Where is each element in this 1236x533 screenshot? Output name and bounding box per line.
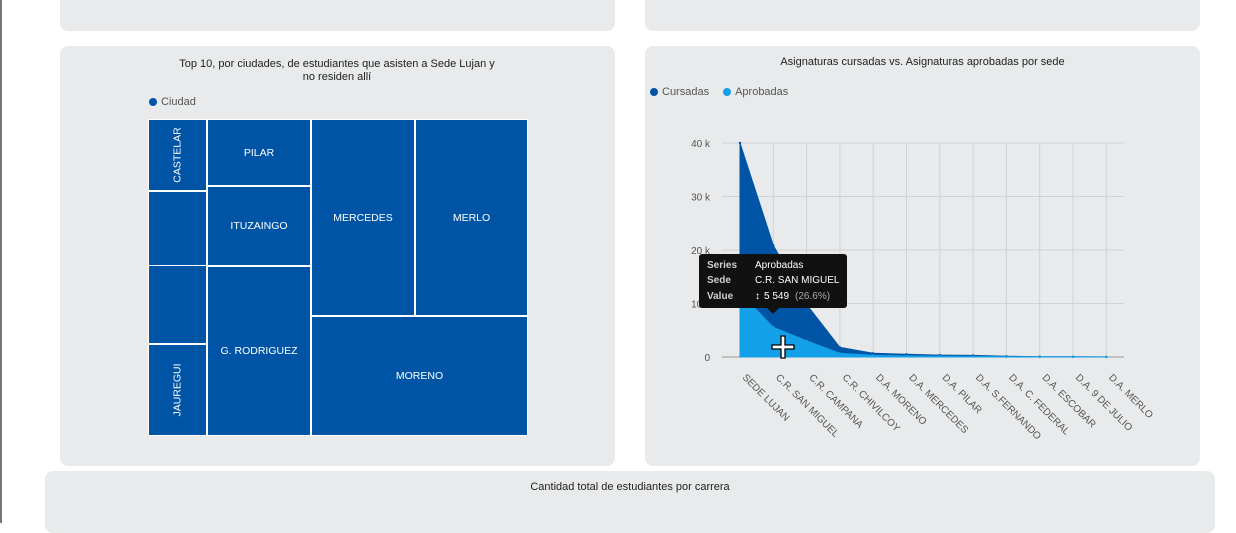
crosshair-cursor-icon: [771, 335, 795, 359]
window-edge: [0, 0, 2, 523]
treemap-cell-label: G. RODRIGUEZ: [220, 345, 298, 357]
treemap-cell-label: MERCEDES: [333, 211, 393, 224]
legend-dot-icon: [723, 88, 732, 96]
tooltip-value: 5 549: [764, 291, 790, 302]
treemap: CASTELAR JAUREGUI PILAR ITUZAINGO G. ROD…: [148, 119, 528, 436]
area-chart-title: Asignaturas cursadas vs. Asignaturas apr…: [780, 56, 1065, 68]
tooltip-pointer: [767, 308, 779, 314]
treemap-cell-label: MERLO: [452, 211, 491, 224]
bottom-panel: Cantidad total de estudiantes por carrer…: [45, 471, 1215, 533]
treemap-cell-label: MORENO: [395, 370, 444, 382]
bottom-panel-title: Cantidad total de estudiantes por carrer…: [530, 481, 730, 493]
treemap-cell[interactable]: MORENO: [312, 317, 527, 435]
treemap-cell[interactable]: MERCEDES: [312, 120, 414, 315]
legend-dot-icon: [650, 88, 658, 96]
area-legend[interactable]: Cursadas Aprobadas: [650, 86, 788, 98]
treemap-cell[interactable]: ITUZAINGO: [208, 187, 310, 265]
chart-tooltip: Series Aprobadas Sede C.R. SAN MIGUEL Va…: [699, 254, 847, 314]
tooltip-percent: (26.6%): [795, 291, 831, 302]
treemap-cell[interactable]: CASTELAR: [149, 120, 206, 190]
treemap-cell[interactable]: G. RODRIGUEZ: [208, 267, 310, 435]
treemap-cell-label: JAUREGUI: [171, 363, 184, 417]
updown-arrow-icon: ↕: [755, 291, 760, 302]
treemap-cell[interactable]: MERLO: [416, 120, 527, 315]
top-left-panel: [60, 0, 615, 31]
legend-label: Cursadas: [662, 86, 710, 98]
tooltip-value-key: Value: [707, 291, 734, 302]
treemap-cell-label: PILAR: [243, 146, 275, 159]
treemap-cell[interactable]: JAUREGUI: [149, 345, 206, 435]
tooltip-series-key: Series: [707, 260, 738, 271]
legend-item-aprobadas[interactable]: Aprobadas: [723, 86, 788, 98]
treemap-cell[interactable]: [149, 266, 206, 343]
legend-item-cursadas[interactable]: Cursadas: [650, 86, 709, 98]
treemap-legend[interactable]: Ciudad: [149, 96, 196, 108]
legend-label: Aprobadas: [735, 86, 789, 98]
top-right-panel: [645, 0, 1200, 31]
tooltip-sede-value: C.R. SAN MIGUEL: [755, 275, 840, 286]
legend-dot-icon: [149, 98, 157, 106]
treemap-cell[interactable]: PILAR: [208, 120, 310, 185]
legend-item-ciudad[interactable]: Ciudad: [149, 96, 196, 108]
treemap-cell-label: ITUZAINGO: [230, 220, 288, 232]
treemap-cell[interactable]: [149, 192, 206, 265]
tooltip-sede-key: Sede: [707, 275, 731, 286]
legend-label: Ciudad: [161, 96, 196, 108]
treemap-title: Top 10, por ciudades, de estudiantes que…: [179, 58, 495, 83]
treemap-cell-label: CASTELAR: [171, 127, 184, 183]
tooltip-series-value: Aprobadas: [755, 260, 804, 271]
